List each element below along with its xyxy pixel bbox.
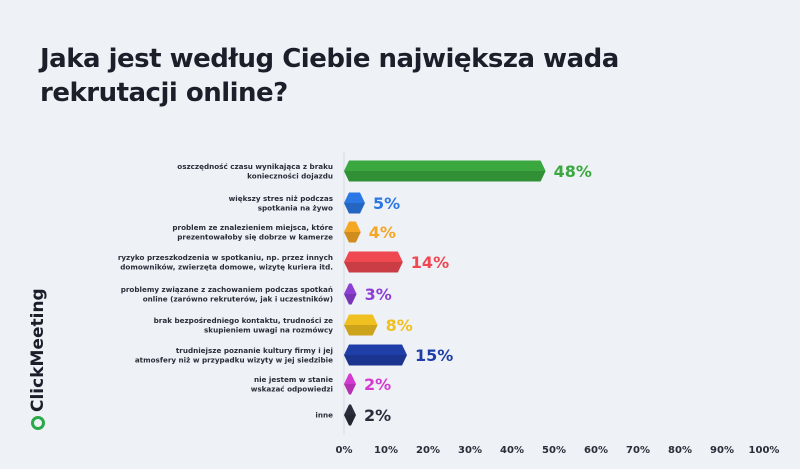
category-label: domowników, zwierzęta domowe, wizytę kur… — [120, 262, 333, 271]
data-label: 8% — [386, 316, 413, 335]
category-label: online (zarówno rekruterów, jak i uczest… — [143, 294, 333, 303]
category-label: problem ze znalezieniem miejsca, które — [172, 223, 333, 232]
bar — [344, 404, 356, 426]
x-tick-label: 20% — [416, 445, 440, 456]
category-label: brak bezpośredniego kontaktu, trudności … — [154, 316, 333, 325]
x-tick-label: 80% — [668, 445, 692, 456]
bar — [344, 160, 546, 182]
category-label: prezentowałoby się dobrze w kamerze — [177, 232, 333, 241]
x-tick-label: 90% — [710, 445, 734, 456]
category-label: problemy związane z zachowaniem podczas … — [121, 285, 333, 294]
bar-shade — [344, 232, 361, 243]
bar-shade — [344, 355, 407, 366]
bar — [344, 373, 356, 395]
bar-shade — [344, 262, 403, 273]
data-label: 2% — [364, 406, 391, 425]
data-label: 2% — [364, 375, 391, 394]
x-tick-label: 30% — [458, 445, 482, 456]
bar — [344, 314, 378, 336]
bar-shade — [344, 294, 357, 305]
category-label: wskazać odpowiedzi — [251, 384, 333, 393]
category-label: ryzyko przeszkodzenia w spotkaniu, np. p… — [118, 253, 333, 262]
x-tick-label: 40% — [500, 445, 524, 456]
bar-shade — [344, 171, 546, 182]
bar — [344, 251, 403, 273]
bar — [344, 344, 407, 366]
x-tick-label: 60% — [584, 445, 608, 456]
bar-shade — [344, 325, 378, 336]
chart-title: Jaka jest według Ciebie największa wada … — [40, 44, 619, 108]
category-label: atmosfery niż w przypadku wizyty w jej s… — [135, 355, 333, 364]
category-label: skupieniem uwagi na rozmówcy — [204, 325, 333, 334]
category-label: nie jestem w stanie — [254, 375, 333, 384]
category-label: spotkania na żywo — [258, 203, 333, 212]
data-label: 14% — [411, 253, 449, 272]
category-label: inne — [315, 411, 333, 420]
data-label: 15% — [415, 346, 453, 365]
bar-shade — [344, 415, 356, 426]
data-label: 3% — [365, 285, 392, 304]
x-tick-label: 10% — [374, 445, 398, 456]
category-label: większy stres niż podczas — [229, 194, 333, 203]
category-label: oszczędność czasu wynikająca z braku — [177, 162, 333, 171]
x-tick-label: 70% — [626, 445, 650, 456]
data-label: 5% — [373, 194, 400, 213]
category-label: konieczności dojazdu — [247, 171, 333, 180]
bar — [344, 221, 361, 243]
x-tick-label: 50% — [542, 445, 566, 456]
category-label: trudniejsze poznanie kultury firmy i jej — [176, 346, 333, 355]
bar-shade — [344, 384, 356, 395]
x-tick-label: 0% — [336, 445, 353, 456]
bar — [344, 283, 357, 305]
bar — [344, 192, 365, 214]
data-label: 48% — [554, 162, 592, 181]
data-label: 4% — [369, 223, 396, 242]
bar-shade — [344, 203, 365, 214]
x-tick-label: 100% — [749, 445, 780, 456]
